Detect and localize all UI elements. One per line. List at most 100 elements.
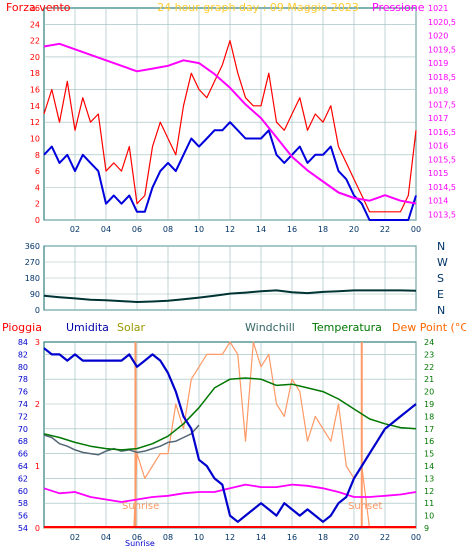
- x-tick-label: 14: [256, 533, 266, 542]
- y-tick-label-right: 1015,5: [428, 155, 456, 164]
- y-tick-label-right: 1017,5: [428, 100, 456, 109]
- top-grid: [44, 8, 417, 221]
- humidity-y-tick-label: 84: [18, 338, 28, 347]
- x-tick-label: 18: [318, 225, 328, 234]
- x-tick-label: 08: [163, 225, 173, 234]
- temp-y-tick-label: 9: [424, 524, 429, 533]
- y-tick-label-left: 16: [30, 86, 40, 95]
- temp-y-tick-label: 15: [424, 450, 434, 459]
- chart-title: 24 hour graph day : 09 Maggio 2023: [157, 1, 359, 14]
- dir-y-tick-label: 0: [35, 306, 40, 315]
- sunrise-axis-label: Sunrise: [125, 539, 155, 548]
- rain-y-tick-label: 3: [35, 338, 40, 347]
- x-tick-label: 12: [225, 533, 235, 542]
- solar-label: Solar: [117, 321, 146, 334]
- y-tick-label-left: 8: [35, 151, 40, 160]
- humidity-y-tick-label: 70: [18, 425, 28, 434]
- windchill-label: Windchill: [245, 321, 295, 334]
- x-tick-label: 20: [349, 533, 359, 542]
- temperature-label: Temperatura: [311, 321, 382, 334]
- y-tick-label-right: 1020,5: [428, 18, 456, 27]
- compass-label: S: [437, 272, 444, 285]
- top-series: [43, 39, 417, 221]
- humidity-y-tick-label: 54: [18, 524, 28, 533]
- humidity-y-tick-label: 60: [18, 487, 28, 496]
- temp-y-tick-label: 10: [424, 512, 434, 521]
- temp-y-tick-label: 19: [424, 400, 434, 409]
- dir-series: [43, 289, 417, 303]
- x-tick-label: 02: [70, 225, 80, 234]
- x-tick-label: 22: [380, 225, 390, 234]
- rain-label: Pioggia: [2, 321, 42, 334]
- x-tick-label: 00: [411, 533, 421, 542]
- y-tick-label-right: 1014: [428, 197, 448, 206]
- humidity-y-tick-label: 74: [18, 400, 28, 409]
- temp-y-tick-label: 22: [424, 363, 434, 372]
- humidity-y-tick-label: 72: [18, 412, 28, 421]
- x-tick-label: 06: [132, 225, 142, 234]
- bottom-series: [43, 341, 417, 529]
- humidity-y-tick-label: 80: [18, 363, 28, 372]
- sunrise-label: Sunrise: [122, 501, 159, 512]
- y-tick-label-right: 1021: [428, 4, 448, 13]
- y-tick-label-right: 1015: [428, 169, 448, 178]
- humidity-label: Umidita: [66, 321, 109, 334]
- rain-y-tick-label: 0: [35, 524, 40, 533]
- temp-y-tick-label: 11: [424, 499, 434, 508]
- windchill-series: [43, 424, 200, 456]
- y-tick-label-left: 18: [30, 69, 40, 78]
- y-tick-label-right: 1018: [428, 87, 448, 96]
- x-tick-label: 16: [287, 225, 297, 234]
- y-tick-label-right: 1013,5: [428, 210, 456, 219]
- dir-y-axis-left: 0 90 180 270 360: [25, 242, 40, 315]
- temp-y-tick-label: 18: [424, 412, 434, 421]
- x-tick-label: 12: [225, 225, 235, 234]
- dir-y-tick-label: 90: [30, 290, 40, 299]
- bottom-y-axis-left: 54 56 58 60 62 64 66 68 70 72 74 76 78 80 82 84: [18, 338, 28, 533]
- humidity-y-tick-label: 78: [18, 375, 28, 384]
- y-tick-label-left: 10: [30, 134, 40, 143]
- bottom-y-axis-rain: 0 1 2 3: [35, 338, 40, 533]
- x-tick-label: 20: [349, 225, 359, 234]
- humidity-y-tick-label: 68: [18, 437, 28, 446]
- compass-label: E: [437, 288, 444, 301]
- temp-y-tick-label: 20: [424, 388, 434, 397]
- y-tick-label-left: 4: [35, 183, 40, 192]
- rain-y-tick-label: 2: [35, 400, 40, 409]
- y-tick-label-left: 24: [30, 20, 40, 29]
- dewpoint-label: Dew Point (°C): [392, 321, 466, 334]
- humidity-y-tick-label: 64: [18, 462, 28, 471]
- dir-y-tick-label: 270: [25, 258, 40, 267]
- pressure-label: Pressione: [372, 1, 425, 14]
- x-tick-label: 06: [132, 533, 142, 542]
- x-tick-label: 02: [70, 533, 80, 542]
- y-tick-label-right: 1019,5: [428, 45, 456, 54]
- y-tick-label-right: 1016,5: [428, 128, 456, 137]
- wind-label: Forza vento: [6, 1, 71, 14]
- y-tick-label-right: 1016: [428, 142, 448, 151]
- humidity-y-tick-label: 76: [18, 388, 28, 397]
- y-tick-label-right: 1018,5: [428, 73, 456, 82]
- y-tick-label-left: 6: [35, 167, 40, 176]
- y-tick-label-left: 22: [30, 37, 40, 46]
- y-tick-label-left: 14: [30, 102, 40, 111]
- dir-y-tick-label: 180: [25, 274, 40, 283]
- compass-label: N: [437, 240, 445, 253]
- temp-y-tick-label: 13: [424, 474, 434, 483]
- temp-y-tick-label: 21: [424, 375, 434, 384]
- temp-y-tick-label: 12: [424, 487, 434, 496]
- rain-y-tick-label: 1: [35, 462, 40, 471]
- x-tick-label: 08: [163, 533, 173, 542]
- sunset-label: Sunset: [348, 501, 382, 512]
- x-tick-label: 22: [380, 533, 390, 542]
- top-x-axis: 02 04 06 08 10 12 14 16 18 20 22 00: [70, 225, 421, 234]
- y-tick-label-left: 12: [30, 118, 40, 127]
- x-tick-label: 18: [318, 533, 328, 542]
- y-tick-label-right: 1019: [428, 59, 448, 68]
